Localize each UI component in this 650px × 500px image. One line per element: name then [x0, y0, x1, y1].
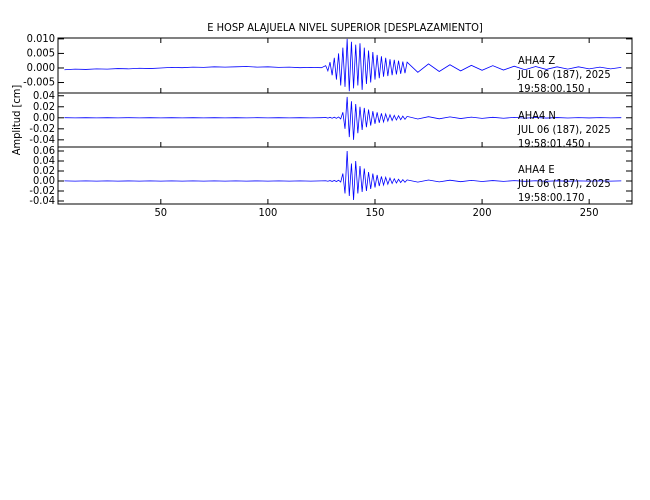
- x-tick-label: 150: [366, 206, 385, 219]
- y-tick-label: -0.005: [23, 76, 55, 89]
- y-tick-label: 0.04: [33, 89, 55, 102]
- y-tick-label: 0.02: [33, 100, 55, 113]
- chart-title: E HOSP ALAJUELA NIVEL SUPERIOR [DESPLAZA…: [207, 21, 483, 34]
- y-tick-label: -0.02: [29, 184, 55, 197]
- station-annotation: AHA4 E: [518, 163, 555, 176]
- y-tick-label: -0.02: [29, 122, 55, 135]
- station-annotation: 19:58:01.450: [518, 137, 584, 150]
- waveform: [64, 38, 622, 92]
- y-tick-label: 0.005: [27, 46, 55, 59]
- y-tick-label: -0.04: [29, 133, 55, 146]
- y-tick-label: 0.00: [33, 111, 55, 124]
- waveform: [64, 150, 622, 201]
- station-annotation: JUL 06 (187), 2025: [517, 177, 611, 190]
- waveform: [64, 96, 622, 140]
- station-annotation: AHA4 Z: [518, 54, 555, 67]
- y-tick-label: 0.04: [33, 154, 55, 167]
- station-annotation: JUL 06 (187), 2025: [517, 123, 611, 136]
- y-tick-label: -0.04: [29, 194, 55, 207]
- x-tick-label: 50: [155, 206, 168, 219]
- station-annotation: AHA4 N: [518, 109, 556, 122]
- station-annotation: 19:58:00.170: [518, 191, 584, 204]
- y-tick-label: 0.000: [27, 61, 55, 74]
- panel-frame: [57, 146, 633, 205]
- y-tick-label: 0.010: [27, 32, 55, 45]
- x-tick-label: 100: [258, 206, 277, 219]
- y-tick-label: 0.06: [33, 144, 55, 157]
- station-annotation: JUL 06 (187), 2025: [517, 68, 611, 81]
- x-tick-label: 250: [580, 206, 599, 219]
- y-tick-label: 0.02: [33, 164, 55, 177]
- x-tick-label: 200: [473, 206, 492, 219]
- station-annotation: 19:58:00.150: [518, 82, 584, 95]
- y-tick-label: 0.00: [33, 174, 55, 187]
- y-axis-label: Amplitud [cm]: [10, 85, 23, 156]
